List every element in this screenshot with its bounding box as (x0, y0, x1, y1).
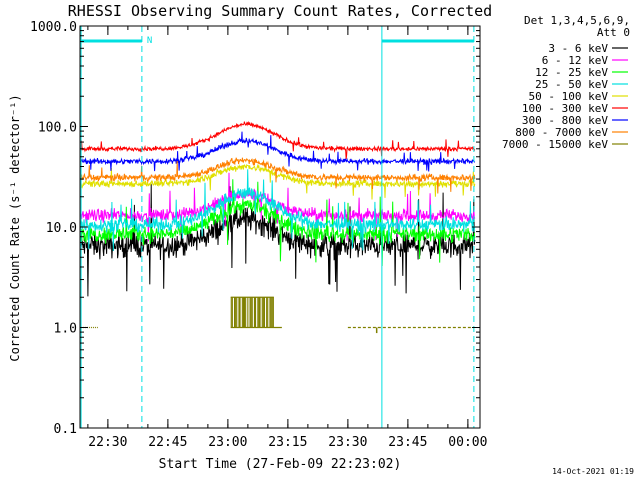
y-axis-label: Corrected Count Rate (s⁻¹ detector⁻¹) (8, 94, 22, 361)
x-axis-label: Start Time (27-Feb-09 22:23:02) (159, 457, 402, 472)
series-line-0 (80, 183, 476, 297)
y-tick-label: 10.0 (46, 221, 77, 236)
attenuator-block (257, 297, 259, 328)
x-tick-label: 23:45 (388, 435, 427, 450)
legend-label-6: 300 - 800 keV (522, 114, 608, 127)
series-line-1 (80, 172, 476, 242)
attenuator-block (250, 297, 252, 328)
attenuator-block (247, 297, 249, 328)
legend-label-3: 25 - 50 keV (535, 78, 608, 91)
attenuator-block (241, 297, 243, 328)
legend-label-1: 6 - 12 keV (542, 54, 609, 67)
legend-label-8: 7000 - 15000 keV (502, 138, 608, 151)
attenuator-block (272, 297, 274, 328)
series-line-4 (80, 163, 476, 200)
legend-header-line-2: Att 0 (597, 26, 630, 39)
attenuator-block (234, 297, 236, 328)
attenuator-block (245, 297, 247, 328)
attenuator-block (255, 297, 257, 328)
attenuator-block (266, 297, 268, 328)
series-line-6 (80, 131, 476, 172)
attenuator-block (238, 297, 240, 328)
series-line-3 (80, 169, 476, 252)
attenuator-block (263, 297, 265, 328)
y-tick-label: 1.0 (54, 322, 77, 337)
attenuator-block (244, 297, 246, 328)
attenuator-block (259, 297, 261, 328)
x-tick-label: 22:30 (88, 435, 127, 450)
attenuator-block (258, 297, 260, 328)
attenuator-block (267, 297, 269, 328)
x-tick-label: 23:15 (268, 435, 307, 450)
attenuator-block (230, 297, 232, 328)
chart-title: RHESSI Observing Summary Count Rates, Co… (68, 2, 492, 20)
legend-label-2: 12 - 25 keV (535, 66, 608, 79)
series-line-2 (80, 179, 476, 267)
attenuator-block (249, 297, 251, 328)
timestamp: 14-Oct-2021 01:19 (552, 467, 634, 476)
series-line-7 (80, 157, 476, 194)
x-tick-label: 23:00 (208, 435, 247, 450)
x-tick-label: 23:30 (328, 435, 367, 450)
attenuator-block (253, 297, 255, 328)
legend-header-line-1: Det 1,3,4,5,6,9, (524, 14, 630, 27)
attenuator-block (270, 297, 272, 328)
attenuator-block (242, 297, 244, 328)
y-tick-label: 0.1 (54, 422, 77, 437)
x-tick-label: 00:00 (448, 435, 487, 450)
attenuator-block (236, 297, 238, 328)
attenuator-block (262, 297, 264, 328)
legend-label-0: 3 - 6 keV (548, 42, 608, 55)
legend-label-7: 800 - 7000 keV (515, 126, 608, 139)
y-tick-label: 1000.0 (30, 20, 77, 35)
attenuator-block (269, 297, 271, 328)
series-line-5 (80, 120, 476, 160)
attenuator-block (239, 297, 241, 328)
attenuator-block (271, 297, 273, 328)
x-tick-label: 22:45 (148, 435, 187, 450)
legend-label-5: 100 - 300 keV (522, 102, 608, 115)
attenuator-block (231, 297, 233, 328)
attenuator-block (235, 297, 237, 328)
attenuator-block (261, 297, 263, 328)
plot-area: N 0.1 1.0 10.0 100.0 1000.0 22:30 22:45 23:00 23:… (30, 20, 487, 450)
y-tick-label: 100.0 (38, 121, 77, 136)
attenuator-block (251, 297, 253, 328)
night-bar-label: N (147, 36, 152, 46)
legend-label-4: 50 - 100 keV (529, 90, 609, 103)
